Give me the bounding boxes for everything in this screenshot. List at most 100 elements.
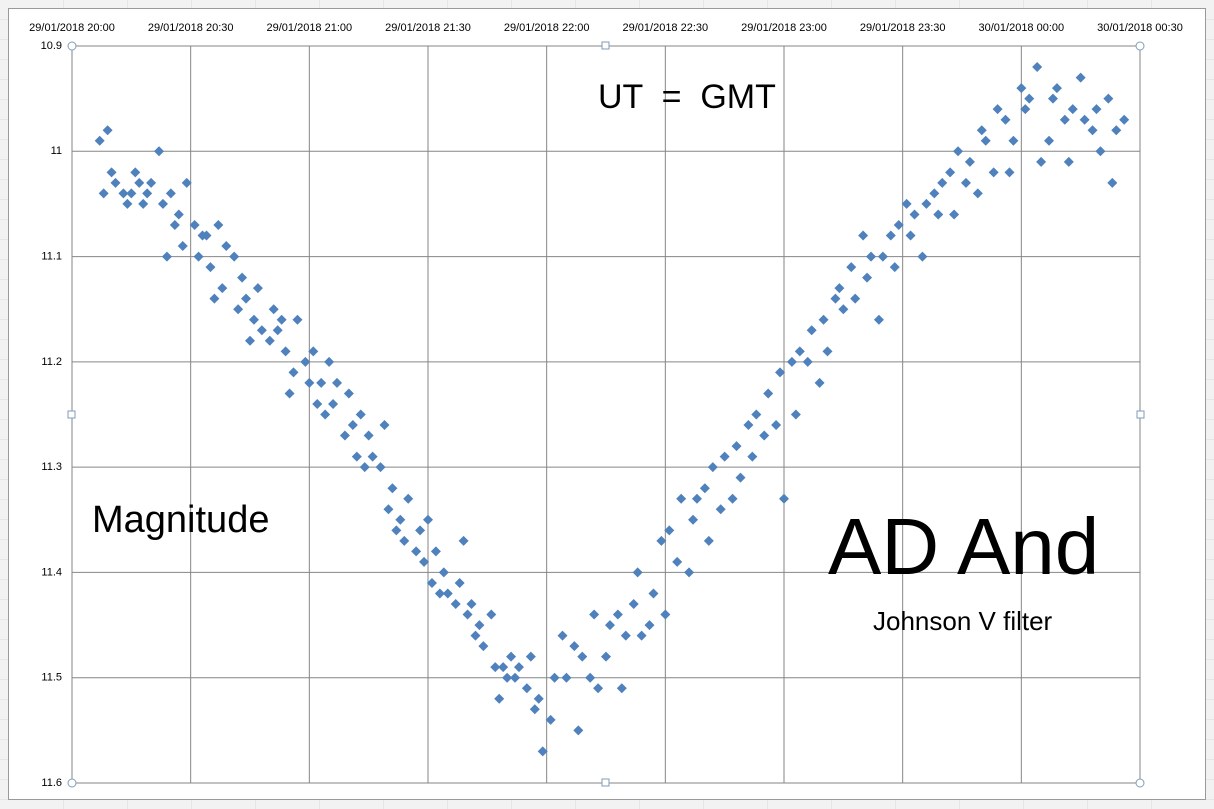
data-point [304,377,315,388]
handle[interactable] [1136,410,1145,419]
data-point [1004,167,1015,178]
data-point [1091,104,1102,115]
data-point [1095,146,1106,157]
data-point [822,346,833,357]
data-point [1107,177,1118,188]
data-point [885,230,896,241]
data-point [284,388,295,399]
handle[interactable] [1135,778,1145,788]
data-point [189,219,200,230]
data-point [862,272,873,283]
plot-area: 10.9 11 11.1 11.2 11.3 11.4 11.5 11.6 29/01/2018… [29,22,1183,789]
data-point [949,209,960,220]
data-point [466,599,477,610]
data-point [205,262,216,273]
data-point [703,535,714,546]
data-point [375,462,386,473]
handle[interactable] [67,778,77,788]
data-point [126,188,137,199]
data-point [976,125,987,136]
handle[interactable] [601,41,610,50]
data-point [1075,72,1086,83]
data-point [620,630,631,641]
data-point [237,272,248,283]
data-point [213,219,224,230]
data-point [1016,83,1027,94]
x-tick-label: 29/01/2018 21:00 [267,22,353,34]
data-point [521,683,532,694]
data-point [699,483,710,494]
data-point [134,177,145,188]
data-point [442,588,453,599]
data-point [426,577,437,588]
data-point [395,514,406,525]
data-point [688,514,699,525]
handle[interactable] [1135,41,1145,51]
data-point [241,293,252,304]
data-point [98,188,109,199]
data-point [569,641,580,652]
data-point [834,283,845,294]
data-point [525,651,536,662]
data-point [537,746,548,757]
data-point [403,493,414,504]
data-point [169,219,180,230]
data-point [589,609,600,620]
data-point [545,714,556,725]
data-point [300,356,311,367]
data-point [102,125,113,136]
data-point [478,641,489,652]
data-point [146,177,157,188]
data-point [106,167,117,178]
data-point [308,346,319,357]
data-point [1067,104,1078,115]
data-point [256,325,267,336]
data-point [248,314,259,325]
handle[interactable] [67,41,77,51]
data-point [193,251,204,262]
handle[interactable] [601,778,610,787]
data-point [359,462,370,473]
data-point [814,377,825,388]
data-point [157,198,168,209]
y-tick-label: 10.9 [41,40,62,52]
annotation: Johnson V filter [873,606,1053,636]
x-tick-label: 29/01/2018 20:00 [29,22,115,34]
data-point [221,241,232,252]
y-tick-label: 11.3 [41,461,62,473]
data-point [585,672,596,683]
handle[interactable] [67,410,76,419]
data-point [181,177,192,188]
data-point [901,198,912,209]
data-point [763,388,774,399]
data-point [161,251,172,262]
selection-handles[interactable] [67,41,1145,788]
data-point [707,462,718,473]
x-tick-label: 30/01/2018 00:00 [979,22,1065,34]
data-point [953,146,964,157]
data-point [430,546,441,557]
data-point [818,314,829,325]
data-point [573,725,584,736]
annotation: AD And [828,502,1099,591]
data-point [731,441,742,452]
data-point [664,525,675,536]
x-tick-label: 29/01/2018 22:00 [504,22,590,34]
data-point [438,567,449,578]
data-point [549,672,560,683]
data-point [929,188,940,199]
data-point [858,230,869,241]
data-point [905,230,916,241]
data-point [921,198,932,209]
chart-area[interactable] [8,8,1206,800]
x-tick-label: 29/01/2018 20:30 [148,22,234,34]
data-point [423,514,433,525]
data-point [735,472,746,483]
data-point [593,683,604,694]
data-point [486,609,497,620]
x-tick-label: 29/01/2018 22:30 [623,22,709,34]
data-point [1020,104,1031,115]
data-point [165,188,176,199]
data-point [893,219,904,230]
data-point [672,556,683,567]
